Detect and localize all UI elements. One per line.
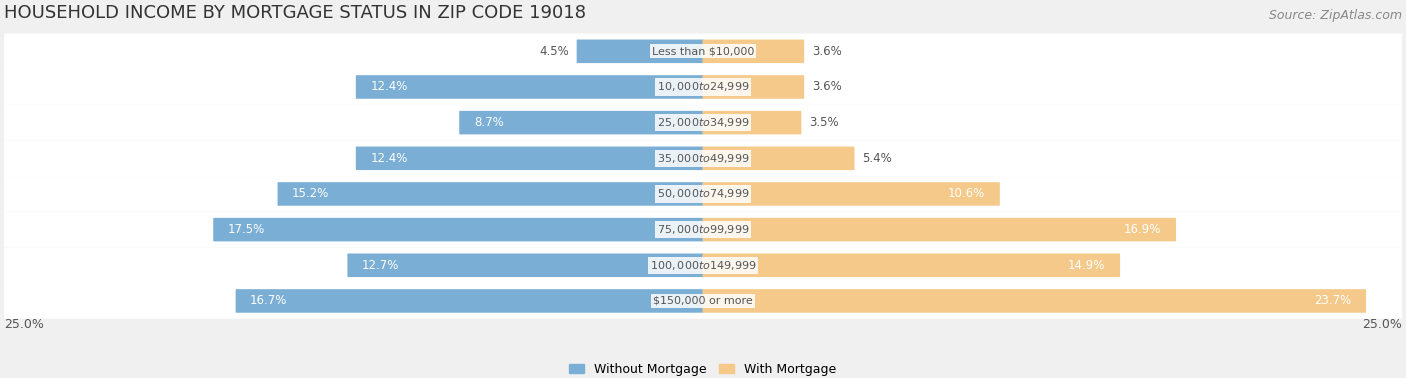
Text: 4.5%: 4.5% bbox=[538, 45, 569, 58]
FancyBboxPatch shape bbox=[460, 111, 703, 135]
FancyBboxPatch shape bbox=[703, 111, 801, 135]
Text: 25.0%: 25.0% bbox=[4, 318, 44, 331]
FancyBboxPatch shape bbox=[4, 69, 1402, 105]
Text: 10.6%: 10.6% bbox=[948, 187, 986, 200]
Text: 17.5%: 17.5% bbox=[228, 223, 266, 236]
FancyBboxPatch shape bbox=[703, 182, 1000, 206]
FancyBboxPatch shape bbox=[4, 34, 1402, 69]
Text: 12.4%: 12.4% bbox=[370, 152, 408, 165]
Text: 8.7%: 8.7% bbox=[474, 116, 503, 129]
Text: 3.6%: 3.6% bbox=[813, 81, 842, 93]
Text: $100,000 to $149,999: $100,000 to $149,999 bbox=[650, 259, 756, 272]
Text: $75,000 to $99,999: $75,000 to $99,999 bbox=[657, 223, 749, 236]
Text: 14.9%: 14.9% bbox=[1069, 259, 1105, 272]
Text: Less than $10,000: Less than $10,000 bbox=[652, 46, 754, 56]
FancyBboxPatch shape bbox=[4, 283, 1402, 319]
Text: 25.0%: 25.0% bbox=[1362, 318, 1402, 331]
FancyBboxPatch shape bbox=[703, 40, 804, 63]
Text: $35,000 to $49,999: $35,000 to $49,999 bbox=[657, 152, 749, 165]
FancyBboxPatch shape bbox=[4, 105, 1402, 141]
FancyBboxPatch shape bbox=[703, 289, 1367, 313]
Text: 16.9%: 16.9% bbox=[1123, 223, 1161, 236]
FancyBboxPatch shape bbox=[356, 147, 703, 170]
FancyBboxPatch shape bbox=[703, 75, 804, 99]
Text: 15.2%: 15.2% bbox=[292, 187, 329, 200]
Text: 12.7%: 12.7% bbox=[361, 259, 399, 272]
Text: 3.6%: 3.6% bbox=[813, 45, 842, 58]
FancyBboxPatch shape bbox=[703, 218, 1175, 242]
Text: HOUSEHOLD INCOME BY MORTGAGE STATUS IN ZIP CODE 19018: HOUSEHOLD INCOME BY MORTGAGE STATUS IN Z… bbox=[4, 4, 586, 22]
Text: $25,000 to $34,999: $25,000 to $34,999 bbox=[657, 116, 749, 129]
Text: 3.5%: 3.5% bbox=[810, 116, 839, 129]
Text: $150,000 or more: $150,000 or more bbox=[654, 296, 752, 306]
FancyBboxPatch shape bbox=[356, 75, 703, 99]
FancyBboxPatch shape bbox=[4, 212, 1402, 248]
FancyBboxPatch shape bbox=[703, 147, 855, 170]
FancyBboxPatch shape bbox=[4, 248, 1402, 283]
Text: $50,000 to $74,999: $50,000 to $74,999 bbox=[657, 187, 749, 200]
FancyBboxPatch shape bbox=[347, 254, 703, 277]
Text: 5.4%: 5.4% bbox=[862, 152, 891, 165]
Text: 23.7%: 23.7% bbox=[1315, 294, 1351, 307]
Legend: Without Mortgage, With Mortgage: Without Mortgage, With Mortgage bbox=[569, 363, 837, 376]
Text: 12.4%: 12.4% bbox=[370, 81, 408, 93]
FancyBboxPatch shape bbox=[703, 254, 1121, 277]
FancyBboxPatch shape bbox=[4, 176, 1402, 212]
FancyBboxPatch shape bbox=[214, 218, 703, 242]
FancyBboxPatch shape bbox=[277, 182, 703, 206]
FancyBboxPatch shape bbox=[576, 40, 703, 63]
FancyBboxPatch shape bbox=[236, 289, 703, 313]
Text: 16.7%: 16.7% bbox=[250, 294, 288, 307]
Text: Source: ZipAtlas.com: Source: ZipAtlas.com bbox=[1268, 9, 1402, 22]
FancyBboxPatch shape bbox=[4, 141, 1402, 176]
Text: $10,000 to $24,999: $10,000 to $24,999 bbox=[657, 81, 749, 93]
